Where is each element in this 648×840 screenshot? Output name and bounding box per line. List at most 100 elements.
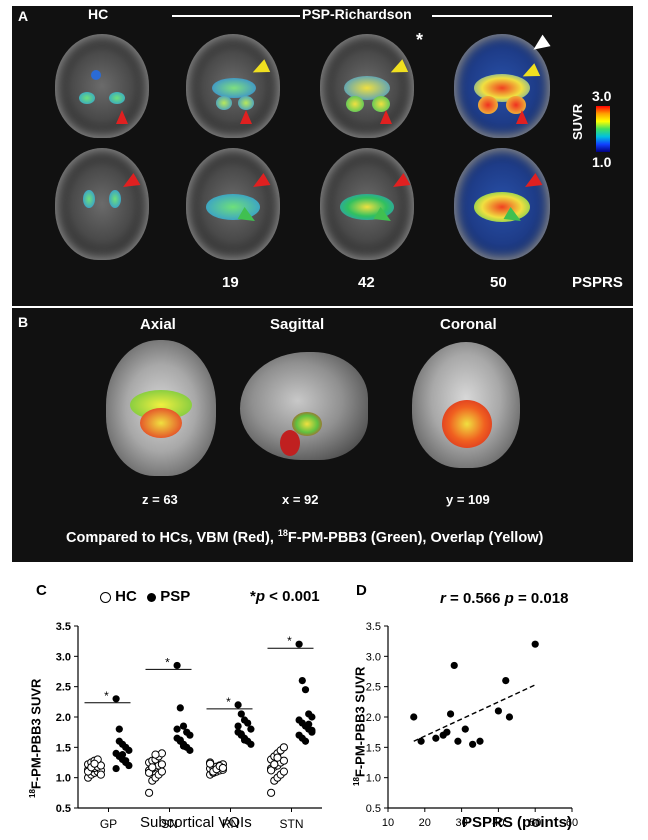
trend-line (413, 684, 536, 742)
chart-d-x-tick-label: 40 (492, 817, 504, 829)
p-value-star: * (250, 588, 256, 605)
brain-axial-psp-2 (320, 148, 414, 260)
psp-data-point (308, 713, 316, 721)
psp-data-point (176, 736, 184, 744)
uptake-blob (216, 96, 232, 110)
hc-label: HC (88, 6, 109, 22)
chart-d-plot: 0.5 1.0 1.5 2.0 2.5 3.0 3.5 10 20 30 40 50 60 (366, 621, 578, 829)
chart-d-y-tick-label: 2.5 (366, 682, 381, 694)
psp-data-point (450, 661, 458, 670)
psp-data-point (173, 661, 181, 670)
uptake-blob (79, 92, 95, 104)
uptake-blob (109, 190, 121, 208)
hc-data-point (96, 770, 106, 779)
hc-data-point (279, 743, 288, 752)
psp-data-point (237, 730, 245, 738)
significance-star: * (287, 634, 292, 648)
chart-d-x-tick-label: 50 (529, 817, 541, 829)
psp-data-point (112, 695, 120, 703)
uptake-blob (109, 92, 125, 104)
chart-d-y-tick-label: 2.0 (366, 712, 381, 724)
panel-d-letter: D (356, 582, 367, 599)
psp-data-point (118, 751, 127, 759)
view-title-sagittal: Sagittal (270, 316, 325, 333)
uptake-blob (474, 192, 530, 222)
chart-c-x-tick-label: RN (222, 817, 239, 831)
colorbar-min: 1.0 (592, 154, 612, 170)
p-value-rest: < 0.001 (265, 588, 320, 605)
psp-data-point (122, 757, 130, 765)
psp-data-point (295, 640, 303, 648)
p-value: = 0.018 (513, 590, 569, 607)
p-value-italic: p (255, 588, 266, 605)
chart-c-y-tick-label: 2.0 (56, 712, 71, 724)
panel-b-letter: B (18, 314, 29, 330)
colorbar (596, 106, 610, 152)
panel-c-letter: C (36, 582, 47, 599)
psp-data-point (237, 710, 245, 718)
uptake-blob (206, 194, 260, 220)
psp-data-point (125, 746, 133, 754)
psp-data-point (305, 720, 313, 728)
uptake-blob (212, 78, 256, 98)
psp-data-point (244, 719, 252, 727)
group-line-left (172, 15, 300, 17)
chart-c-ylabel: 18F-PM-PBB3 SUVR (28, 679, 43, 798)
hc-data-point (273, 753, 282, 762)
chart-c-y-tick-label: 3.0 (56, 651, 71, 663)
psp-data-point (443, 728, 451, 736)
pspr-score-3: 50 (490, 274, 507, 291)
significance-star: * (226, 695, 231, 709)
r-value: = 0.566 (445, 590, 505, 607)
chart-c-y-tick-label: 1.0 (56, 773, 71, 785)
chart-c-x-tick-label: GP (100, 817, 117, 831)
hc-data-point (279, 756, 288, 765)
legend: HC PSP (100, 588, 190, 605)
p-italic: p (504, 590, 514, 607)
psp-data-point (115, 725, 123, 733)
brain-coronal-template (412, 342, 520, 468)
brain-axial-psp-3 (454, 148, 550, 260)
chart-c-xlabel: Subcortical VOIs (140, 814, 252, 831)
pspr-label: PSPRS (572, 274, 623, 291)
psp-data-point (476, 737, 484, 745)
chart-d-ylabel-sup: 18 (352, 777, 361, 786)
chart-d-x-tick-label: 30 (455, 817, 467, 829)
chart-c-y-tick-label: 1.5 (56, 742, 71, 754)
chart-d-y-tick-label: 1.5 (366, 742, 381, 754)
psp-data-point (301, 737, 310, 745)
hc-data-point (145, 788, 154, 797)
hc-data-point (151, 750, 160, 759)
red-arrowhead (516, 110, 528, 124)
red-arrowhead (380, 110, 392, 124)
psp-data-point (505, 713, 514, 721)
psp-data-point (173, 725, 181, 733)
vbm-blob (442, 400, 492, 448)
psp-data-point (454, 737, 462, 745)
psp-data-point (247, 740, 255, 748)
red-arrowhead (116, 110, 128, 124)
psp-data-point (186, 746, 194, 754)
uptake-blob (238, 96, 254, 110)
view-title-coronal: Coronal (440, 316, 497, 333)
panel-a-letter: A (18, 8, 29, 24)
uptake-blob (372, 96, 390, 112)
brain-axial-template (106, 340, 216, 476)
psp-data-point (461, 725, 469, 733)
psp-data-point (240, 736, 249, 744)
caption-pre: Compared to HCs, VBM (Red), (66, 529, 278, 546)
psp-data-point (494, 707, 502, 715)
caption-post: F-PM-PBB3 (Green), Overlap (Yellow) (287, 529, 544, 546)
uptake-blob (346, 96, 364, 112)
psp-data-point (502, 677, 510, 685)
hc-data-point (267, 788, 276, 797)
hc-data-point (206, 759, 215, 768)
chart-c-y-tick-label: 2.5 (56, 682, 71, 694)
colorbar-title: SUVR (570, 103, 585, 140)
psp-data-point (410, 713, 418, 721)
r-italic: r (440, 590, 446, 607)
hc-data-point (90, 759, 99, 768)
uptake-blob (340, 194, 394, 220)
panel-b-caption: Compared to HCs, VBM (Red), 18F-PM-PBB3 … (66, 528, 543, 546)
chart-d-y-tick-label: 3.5 (366, 621, 381, 633)
